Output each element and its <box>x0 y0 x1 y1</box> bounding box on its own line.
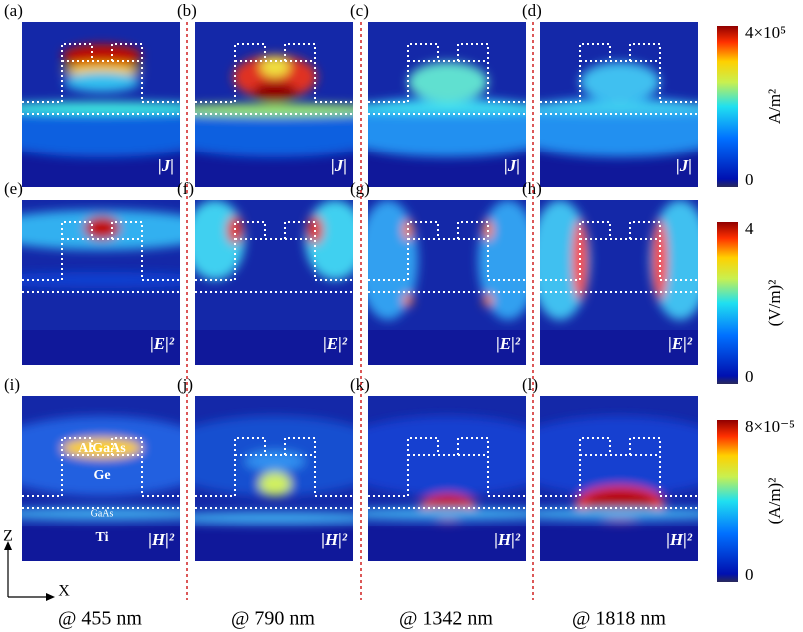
material-label: GaAs <box>91 508 114 519</box>
field-map: (f) |E|² <box>177 179 353 365</box>
separators <box>186 22 534 600</box>
colorbar <box>717 222 738 384</box>
field-map: (j) |H|² <box>177 375 353 561</box>
field-map: (l) |H|² <box>522 375 698 561</box>
panel-label: (h) <box>522 179 542 198</box>
wavelength-label: @ 1342 nm <box>399 608 493 630</box>
field-label: |H|² <box>666 530 693 549</box>
axis-indicator: Z X <box>3 528 70 601</box>
structure-outline <box>540 43 698 115</box>
panel-label: (j) <box>177 375 193 394</box>
field-label: |E|² <box>496 334 521 353</box>
panel-label: (l) <box>522 375 538 394</box>
field-label: |E|² <box>323 334 348 353</box>
field-map: (i) |H|² <box>4 375 180 561</box>
structure-outline <box>368 437 526 509</box>
field-label: |H|² <box>321 530 348 549</box>
colorbar-min: 0 <box>745 367 754 386</box>
field-map: (a) |J| <box>4 1 180 187</box>
panel-label: (g) <box>350 179 370 198</box>
colorbar <box>717 420 738 582</box>
structure-outline <box>368 43 526 115</box>
colorbar-min: 0 <box>745 170 754 189</box>
panel-label: (c) <box>350 1 369 20</box>
panel-label: (f) <box>177 179 194 198</box>
structure-outline <box>368 221 526 293</box>
field-label: |J| <box>158 156 174 175</box>
field-label: |E|² <box>668 334 693 353</box>
field-label: |H|² <box>494 530 521 549</box>
colorbar-max: 8×10⁻⁵ <box>745 417 795 436</box>
structure-outline <box>22 437 180 509</box>
structure-outline <box>540 221 698 293</box>
panel-label: (d) <box>522 1 542 20</box>
colorbar-unit: A/m² <box>765 89 784 124</box>
field-label: |E|² <box>150 334 175 353</box>
material-label: Ge <box>93 468 110 483</box>
field-map: (k) |H|² <box>350 375 526 561</box>
panel-label: (a) <box>4 1 23 20</box>
panel-label: (e) <box>4 179 23 198</box>
structure-outline <box>22 221 180 293</box>
field-label: |J| <box>331 156 347 175</box>
material-label: Ti <box>96 530 109 545</box>
wavelength-label: @ 1818 nm <box>572 608 666 630</box>
structure-outline <box>540 437 698 509</box>
wavelength-label: @ 790 nm <box>231 608 315 630</box>
panel-label: (i) <box>4 375 20 394</box>
structure-outline <box>22 43 180 115</box>
field-map: (b) |J| <box>177 1 353 187</box>
colorbar-unit: (A/m)² <box>765 478 784 525</box>
field-map: (g) |E|² <box>350 179 526 365</box>
field-map: (e) |E|² <box>4 179 180 365</box>
field-label: |J| <box>676 156 692 175</box>
material-label: AlGaAs <box>78 441 126 456</box>
colorbar-max: 4 <box>745 219 754 238</box>
colorbar-max: 4×10⁵ <box>745 23 786 42</box>
field-label: |H|² <box>148 530 175 549</box>
colorbar-unit: (V/m)² <box>765 280 784 327</box>
field-map: (h) |E|² <box>522 179 698 365</box>
wavelength-label: @ 455 nm <box>58 608 142 630</box>
panel-label: (k) <box>350 375 370 394</box>
colorbar <box>717 26 738 187</box>
panel-label: (b) <box>177 1 197 20</box>
structure-outline <box>195 437 353 509</box>
field-map: (d) |J| <box>522 1 698 187</box>
structure-outline <box>195 43 353 115</box>
x-label: X <box>58 583 70 600</box>
material-labels: AlGaAs Ge GaAs Ti <box>78 441 126 545</box>
field-label: |J| <box>504 156 520 175</box>
structure-outline <box>195 221 353 293</box>
field-map: (c) |J| <box>350 1 526 187</box>
colorbar-min: 0 <box>745 565 754 584</box>
z-label: Z <box>3 528 13 545</box>
